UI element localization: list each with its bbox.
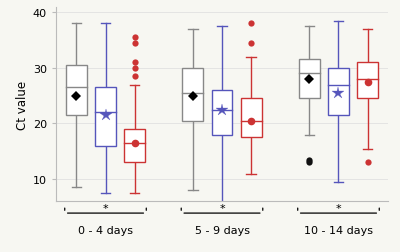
Text: 0 - 4 days: 0 - 4 days [78, 225, 133, 235]
Text: *: * [219, 203, 225, 213]
Bar [328, 69, 349, 116]
Text: *: * [103, 203, 108, 213]
Y-axis label: Ct value: Ct value [16, 80, 29, 129]
Bar [66, 66, 87, 116]
Bar [299, 60, 320, 99]
Bar [241, 99, 262, 138]
Bar [212, 91, 232, 135]
Bar [357, 63, 378, 99]
Bar [182, 69, 203, 121]
Text: *: * [336, 203, 341, 213]
Text: 5 - 9 days: 5 - 9 days [194, 225, 250, 235]
Bar [124, 130, 145, 163]
Bar [95, 88, 116, 146]
Text: 10 - 14 days: 10 - 14 days [304, 225, 373, 235]
